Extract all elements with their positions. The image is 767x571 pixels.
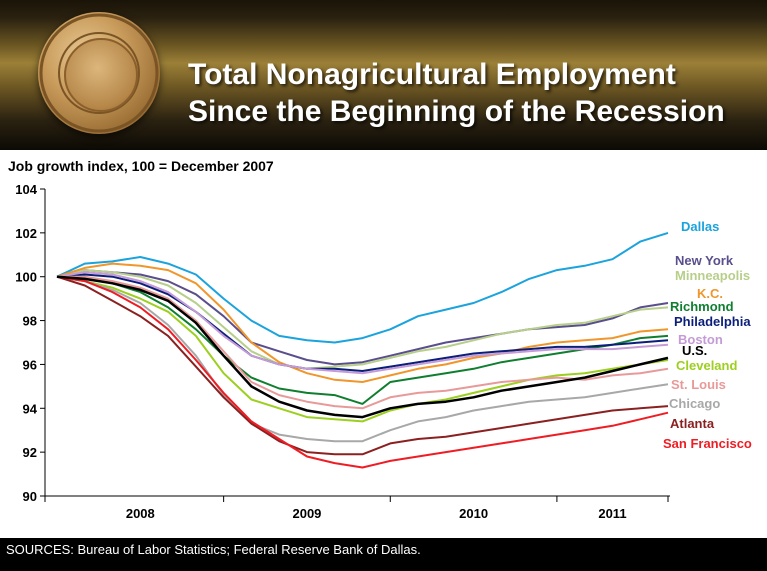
title-line-2: Since the Beginning of the Recession: [188, 95, 725, 128]
title-line-1: Total Nonagricultural Employment: [188, 58, 676, 91]
x-tick-label: 2010: [459, 506, 488, 521]
series-line-richmond: [57, 275, 669, 405]
y-tick-label: 94: [23, 401, 38, 416]
y-tick-label: 100: [15, 270, 37, 285]
y-tick-label: 90: [23, 489, 37, 504]
series-line-atlanta: [56, 275, 669, 456]
dallas-fed-seal-logo: [38, 12, 160, 134]
legend-label-philadelphia: Philadelphia: [674, 314, 751, 329]
series-line-k-c: [56, 262, 669, 383]
seal-eagle-emblem: [64, 38, 138, 112]
legend-label-k-c: K.C.: [697, 286, 723, 301]
series-line-cleveland: [56, 275, 669, 423]
series-line-chicago: [56, 275, 669, 443]
header-banner: Total Nonagricultural Employment Since t…: [0, 0, 767, 150]
legend-label-atlanta: Atlanta: [670, 416, 715, 431]
page-title: Total Nonagricultural Employment Since t…: [188, 56, 748, 130]
y-tick-label: 98: [23, 314, 37, 329]
legend-label-richmond: Richmond: [670, 299, 734, 314]
series-line-philadelphia: [56, 273, 669, 372]
legend-label-new-york: New York: [675, 253, 734, 268]
x-tick-label: 2008: [126, 506, 155, 521]
legend-label-san-francisco: San Francisco: [663, 436, 752, 451]
legend-label-boston: Boston: [678, 332, 723, 347]
sources-note: SOURCES: Bureau of Labor Statistics; Fed…: [6, 542, 421, 557]
series-line-new-york: [56, 269, 669, 366]
y-tick-label: 92: [23, 445, 37, 460]
y-tick-label: 96: [23, 357, 37, 372]
x-tick-label: 2011: [598, 506, 626, 521]
legend-label-dallas: Dallas: [681, 219, 719, 234]
employment-line-chart: 90 92 94 96 98 100 102 104 2008 2009 2010 2011 Dalla…: [15, 182, 752, 521]
series-line-minneapolis: [56, 269, 669, 370]
y-tick-label: 104: [15, 182, 37, 197]
series-line-u-s: [56, 275, 669, 419]
legend-label-st-louis: St. Louis: [671, 377, 726, 392]
legend-label-minneapolis: Minneapolis: [675, 268, 750, 283]
footer-bar: SOURCES: Bureau of Labor Statistics; Fed…: [0, 538, 767, 571]
series-line-boston: [56, 271, 669, 375]
series-line-st-louis: [57, 275, 669, 410]
x-tick-label: 2009: [292, 506, 321, 521]
series-line-dallas: [56, 231, 669, 344]
legend-label-u-s: U.S.: [682, 343, 707, 358]
series-line-san-francisco: [56, 275, 669, 469]
legend-label-chicago: Chicago: [669, 396, 720, 411]
y-tick-label: 102: [15, 226, 37, 241]
legend-label-cleveland: Cleveland: [676, 358, 737, 373]
y-axis-label: Job growth index, 100 = December 2007: [8, 158, 274, 174]
